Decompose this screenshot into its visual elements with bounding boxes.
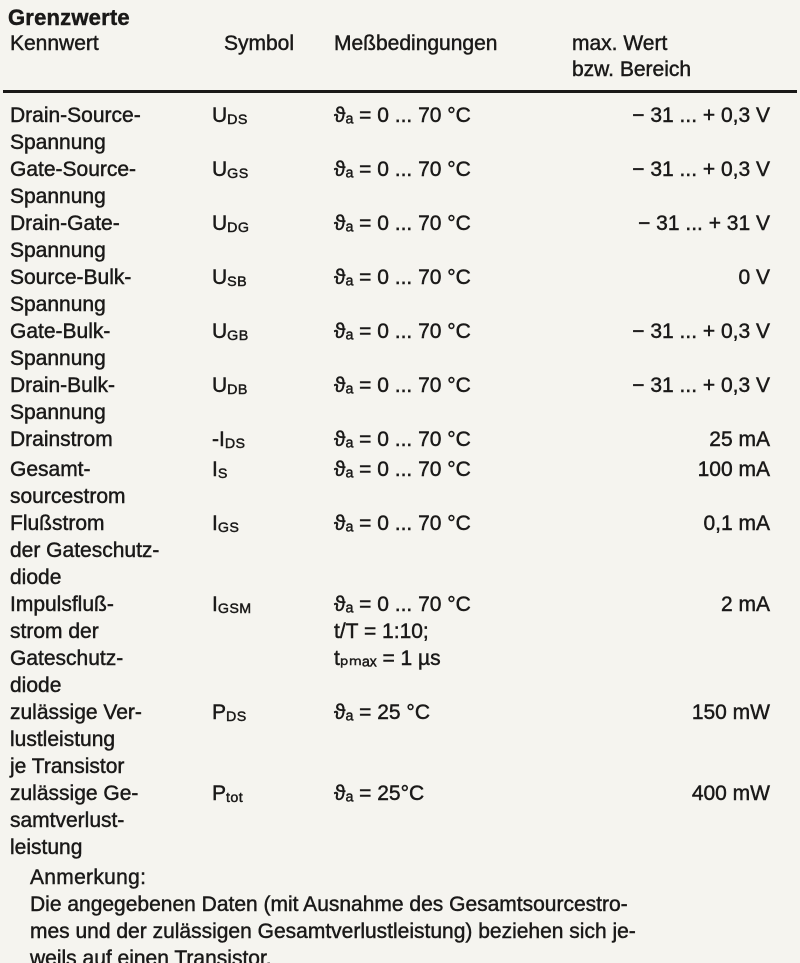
param-value: 0,1 mA — [703, 512, 770, 535]
param-symbol: IGSM — [212, 591, 334, 699]
table-row: Drain-Gate- Spannung UDG ϑₐ = 0 ... 70 °… — [0, 210, 800, 264]
header-divider — [3, 90, 797, 93]
param-conditions: ϑₐ = 0 ... 70 °C t/T = 1:10; tₚₘₐₓ = 1 µ… — [334, 593, 471, 670]
table-row: Source-Bulk- Spannung USB ϑₐ = 0 ... 70 … — [0, 264, 800, 318]
symbol-base: I — [212, 512, 218, 535]
param-name: Gate-Bulk- Spannung — [10, 320, 111, 370]
symbol-base: U — [212, 374, 228, 397]
table-row: Gate-Source- Spannung UGS ϑₐ = 0 ... 70 … — [0, 156, 800, 210]
param-name: Drainstrom — [10, 428, 113, 451]
symbol-base: U — [212, 158, 228, 181]
param-name: Flußstrom der Gateschutz- diode — [10, 512, 160, 589]
symbol-subscript: DB — [227, 381, 248, 398]
param-value: − 31 ... + 0,3 V — [632, 374, 770, 397]
param-name: zulässige Ge- samtverlust- leistung — [10, 782, 139, 859]
table-row: Flußstrom der Gateschutz- diode IGS ϑₐ =… — [0, 510, 800, 591]
table-row: Impulsfluß- strom der Gateschutz- diode … — [0, 591, 800, 699]
table-row: zulässige Ver- lustleistung je Transisto… — [0, 699, 800, 780]
param-symbol: UDS — [212, 102, 334, 156]
symbol-subscript: GB — [227, 327, 249, 344]
param-symbol: PDS — [212, 699, 334, 780]
table-row: Drain-Bulk- Spannung UDB ϑₐ = 0 ... 70 °… — [0, 372, 800, 426]
param-conditions: ϑₐ = 0 ... 70 °C — [334, 512, 471, 535]
note-text: Die angegebenen Daten (mit Ausnahme des … — [30, 893, 636, 963]
column-header-kennwert: Kennwert — [10, 32, 99, 55]
table-row: zulässige Ge- samtverlust- leistung Ptot… — [0, 780, 800, 861]
param-symbol: IS — [212, 456, 334, 510]
param-value: − 31 ... + 31 V — [638, 212, 770, 235]
symbol-base: I — [212, 458, 218, 481]
symbol-base: U — [212, 212, 228, 235]
param-conditions: ϑₐ = 0 ... 70 °C — [334, 266, 471, 289]
param-name: Impulsfluß- strom der Gateschutz- diode — [10, 593, 124, 697]
symbol-subscript: tot — [226, 789, 244, 806]
param-value: 0 V — [738, 266, 770, 289]
symbol-subscript: S — [217, 465, 228, 482]
param-symbol: -IDS — [212, 426, 334, 456]
symbol-base: I — [212, 593, 218, 616]
note-section: Anmerkung: Die angegebenen Daten (mit Au… — [0, 861, 800, 963]
param-name: Drain-Source- Spannung — [10, 104, 141, 154]
param-value: 150 mW — [691, 701, 771, 724]
symbol-base: P — [212, 701, 227, 724]
page-title: Grenzwerte — [8, 5, 130, 30]
param-conditions: ϑₐ = 0 ... 70 °C — [334, 104, 471, 127]
param-conditions: ϑₐ = 25°C — [334, 782, 425, 805]
param-value: 400 mW — [691, 782, 771, 805]
param-value: − 31 ... + 0,3 V — [632, 158, 770, 181]
param-value: − 31 ... + 0,3 V — [632, 104, 770, 127]
param-symbol: UGB — [212, 318, 334, 372]
param-symbol: UGS — [212, 156, 334, 210]
table-row: Drainstrom -IDS ϑₐ = 0 ... 70 °C 25 mA — [0, 426, 800, 456]
param-name: Gate-Source- Spannung — [10, 158, 137, 208]
param-conditions: ϑₐ = 0 ... 70 °C — [334, 374, 471, 397]
symbol-base: U — [212, 266, 228, 289]
table-row: Drain-Source- Spannung UDS ϑₐ = 0 ... 70… — [0, 102, 800, 156]
param-symbol: IGS — [212, 510, 334, 591]
param-value: 2 mA — [720, 593, 770, 616]
param-name: Drain-Bulk- Spannung — [10, 374, 116, 424]
symbol-subscript: DG — [227, 219, 250, 236]
symbol-subscript: DS — [224, 435, 246, 452]
limit-values-table: Drain-Source- Spannung UDS ϑₐ = 0 ... 70… — [0, 102, 800, 861]
param-conditions: ϑₐ = 0 ... 70 °C — [334, 212, 471, 235]
param-conditions: ϑₐ = 0 ... 70 °C — [334, 158, 471, 181]
param-conditions: ϑₐ = 0 ... 70 °C — [334, 458, 471, 481]
table-row: Gate-Bulk- Spannung UGB ϑₐ = 0 ... 70 °C… — [0, 318, 800, 372]
symbol-subscript: DS — [226, 708, 247, 725]
param-name: Drain-Gate- Spannung — [10, 212, 120, 262]
param-value: − 31 ... + 0,3 V — [632, 320, 770, 343]
symbol-subscript: DS — [227, 111, 248, 128]
param-conditions: ϑₐ = 0 ... 70 °C — [334, 428, 471, 451]
param-symbol: Ptot — [212, 780, 334, 861]
symbol-subscript: GSM — [217, 600, 252, 617]
param-name: zulässige Ver- lustleistung je Transisto… — [10, 701, 142, 778]
symbol-base: P — [212, 782, 227, 805]
symbol-base: -I — [212, 428, 225, 451]
param-symbol: USB — [212, 264, 334, 318]
param-symbol: UDB — [212, 372, 334, 426]
param-value: 25 mA — [709, 428, 770, 451]
param-symbol: UDG — [212, 210, 334, 264]
symbol-subscript: GS — [227, 165, 249, 182]
param-conditions: ϑₐ = 25 °C — [334, 701, 430, 724]
symbol-base: U — [212, 104, 228, 127]
symbol-base: U — [212, 320, 228, 343]
column-header-symbol: Symbol — [224, 32, 295, 55]
column-header-messbedingungen: Meßbedingungen — [334, 32, 498, 55]
symbol-subscript: GS — [217, 519, 240, 536]
param-conditions: ϑₐ = 0 ... 70 °C — [334, 320, 471, 343]
param-name: Gesamt- sourcestrom — [10, 458, 126, 508]
table-row: Gesamt- sourcestrom IS ϑₐ = 0 ... 70 °C … — [0, 456, 800, 510]
note-heading: Anmerkung: — [30, 866, 147, 889]
column-header-max-wert: max. Wert bzw. Bereich — [572, 32, 692, 81]
table-header: Kennwert Symbol Meßbedingungen max. Wert… — [0, 31, 800, 83]
symbol-subscript: SB — [227, 273, 248, 290]
param-value: 100 mA — [697, 458, 770, 481]
param-name: Source-Bulk- Spannung — [10, 266, 132, 316]
